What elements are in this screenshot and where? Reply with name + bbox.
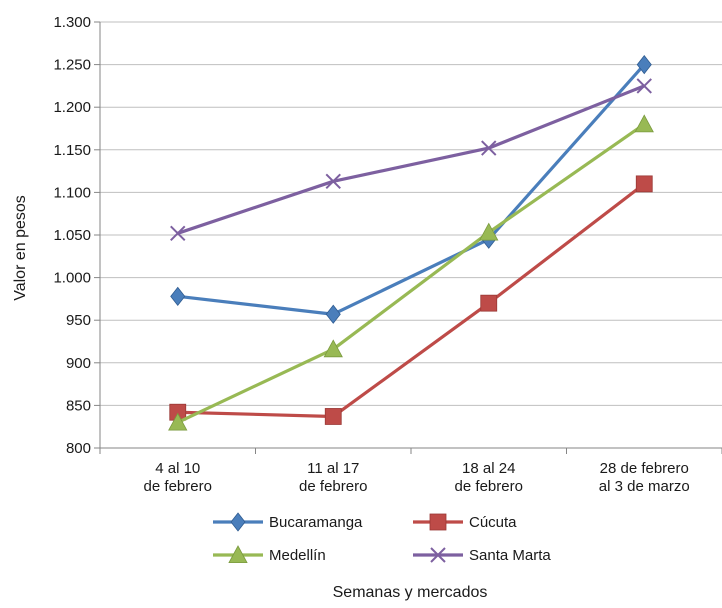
data-point bbox=[636, 54, 652, 75]
grid-lines bbox=[100, 21, 722, 406]
series-0 bbox=[170, 54, 652, 324]
legend-label: Cúcuta bbox=[469, 514, 517, 531]
legend-marker bbox=[228, 545, 248, 564]
series-line bbox=[177, 84, 645, 235]
y-tick-label: 1.100 bbox=[53, 184, 91, 201]
legend-item: Medellín bbox=[213, 545, 326, 564]
y-tick-label: 1.200 bbox=[53, 99, 91, 116]
data-point bbox=[325, 173, 341, 190]
y-tick-label: 1.050 bbox=[53, 227, 91, 244]
legend-marker bbox=[430, 547, 446, 563]
y-tick-label: 1.250 bbox=[53, 57, 91, 74]
x-tick-label: 18 al 24 de febrero bbox=[455, 460, 523, 495]
legend: Bucaramanga Cúcuta Medellín Santa Marta bbox=[213, 512, 551, 564]
data-point bbox=[481, 140, 497, 156]
axes bbox=[94, 21, 722, 454]
y-tick-label: 950 bbox=[66, 312, 91, 329]
legend-item: Bucaramanga bbox=[213, 512, 363, 532]
data-point bbox=[324, 408, 342, 425]
data-point bbox=[479, 222, 499, 241]
legend-label: Bucaramanga bbox=[269, 514, 363, 531]
x-tick-label: 28 de febrero al 3 de marzo bbox=[599, 460, 690, 495]
y-axis-title: Valor en pesos bbox=[12, 195, 29, 301]
data-point bbox=[634, 114, 654, 133]
series-group bbox=[168, 54, 654, 431]
x-tick-labels: 4 al 10 de febrero 11 al 17 de febrero 18 al… bbox=[144, 460, 690, 495]
data-point bbox=[325, 304, 341, 324]
legend-item: Cúcuta bbox=[413, 513, 517, 531]
y-tick-label: 1.000 bbox=[53, 270, 91, 287]
data-point bbox=[636, 78, 652, 94]
legend-item: Santa Marta bbox=[413, 547, 551, 564]
y-tick-label: 900 bbox=[66, 355, 91, 372]
series-1 bbox=[169, 175, 653, 425]
x-tick-label: 4 al 10 de febrero bbox=[144, 460, 212, 495]
series-line bbox=[177, 63, 646, 316]
series-line bbox=[177, 182, 646, 419]
x-tick-label: 11 al 17 de febrero bbox=[299, 460, 367, 495]
legend-marker bbox=[429, 513, 447, 531]
data-point bbox=[170, 225, 186, 242]
data-point bbox=[635, 175, 653, 193]
y-tick-label: 800 bbox=[66, 440, 91, 457]
legend-marker bbox=[230, 512, 246, 532]
legend-label: Medellín bbox=[269, 547, 326, 564]
data-point bbox=[323, 339, 343, 358]
y-tick-label: 1.150 bbox=[53, 142, 91, 159]
data-point bbox=[480, 294, 498, 312]
series-3 bbox=[170, 78, 652, 242]
data-point bbox=[168, 412, 188, 431]
y-tick-label: 1.300 bbox=[53, 14, 91, 31]
legend-label: Santa Marta bbox=[469, 547, 551, 564]
series-line bbox=[177, 122, 646, 424]
data-point bbox=[170, 286, 186, 306]
series-2 bbox=[168, 114, 654, 431]
y-tick-labels: 800 850 900 950 1.000 1.050 1.100 1.150 1.200 1.2… bbox=[53, 14, 91, 457]
x-axis-title: Semanas y mercados bbox=[333, 584, 488, 601]
y-tick-label: 850 bbox=[66, 397, 91, 414]
